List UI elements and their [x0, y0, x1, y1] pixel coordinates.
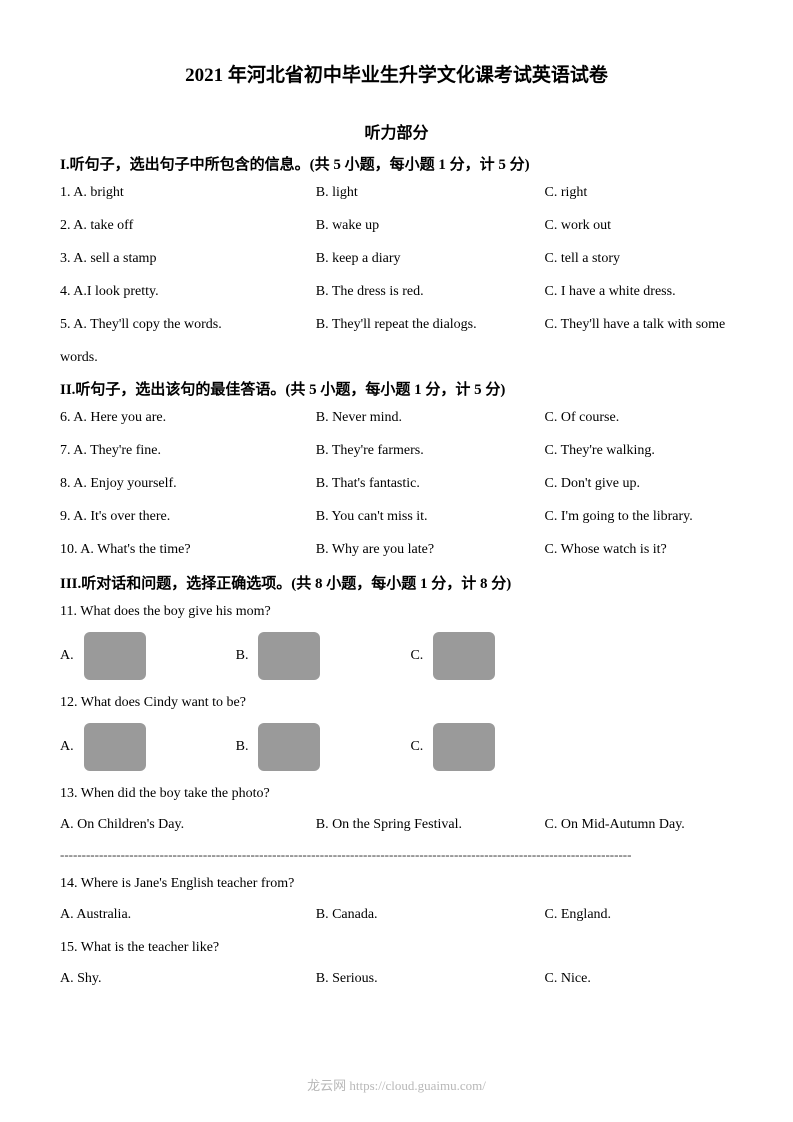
q3-c: C. tell a story	[545, 248, 733, 269]
q5-num: 5.	[60, 317, 71, 332]
q6-c: C. Of course.	[545, 407, 733, 428]
q12-image-a	[84, 723, 146, 771]
q13-c: C. On Mid-Autumn Day.	[545, 814, 733, 835]
page-footer: 龙云网 https://cloud.guaimu.com/	[0, 1075, 793, 1094]
q12-image-options: A. B. C.	[60, 723, 733, 771]
q11-option-c: C.	[410, 632, 495, 680]
q4-num: 4.	[60, 284, 71, 299]
q7-a: A. They're fine.	[73, 443, 161, 458]
section-2-heading: II.听句子，选出该句的最佳答语。(共 5 小题，每小题 1 分，计 5 分)	[60, 378, 733, 399]
q11-letter-c: C.	[410, 648, 423, 664]
q1-b: B. light	[316, 182, 545, 203]
q14-c: C. England.	[545, 904, 733, 925]
q11-option-a: A.	[60, 632, 146, 680]
q11-option-b: B.	[236, 632, 321, 680]
question-15: 15. What is the teacher like?	[60, 937, 733, 958]
q11-image-options: A. B. C.	[60, 632, 733, 680]
q15-a: A. Shy.	[60, 968, 316, 989]
q7-c: C. They're walking.	[545, 440, 733, 461]
q1-num: 1.	[60, 185, 71, 200]
q2-b: B. wake up	[316, 215, 545, 236]
question-1: 1. A. bright B. light C. right	[60, 182, 733, 203]
q11-image-a	[84, 632, 146, 680]
q14-b: B. Canada.	[316, 904, 545, 925]
q7-num: 7.	[60, 443, 71, 458]
q15-b: B. Serious.	[316, 968, 545, 989]
divider-line: ----------------------------------------…	[60, 847, 733, 863]
q8-a: A. Enjoy yourself.	[73, 476, 176, 491]
q13-b: B. On the Spring Festival.	[316, 814, 545, 835]
q11-letter-a: A.	[60, 648, 74, 664]
question-3: 3. A. sell a stamp B. keep a diary C. te…	[60, 248, 733, 269]
question-13: 13. When did the boy take the photo?	[60, 783, 733, 804]
q3-b: B. keep a diary	[316, 248, 545, 269]
q3-a: A. sell a stamp	[73, 251, 156, 266]
question-4: 4. A.I look pretty. B. The dress is red.…	[60, 281, 733, 302]
question-11: 11. What does the boy give his mom?	[60, 601, 733, 622]
q9-num: 9.	[60, 509, 71, 524]
q12-letter-b: B.	[236, 739, 249, 755]
q11-image-b	[258, 632, 320, 680]
q4-a: A.I look pretty.	[73, 284, 158, 299]
q6-a: A. Here you are.	[73, 410, 166, 425]
q12-option-a: A.	[60, 723, 146, 771]
q8-b: B. That's fantastic.	[316, 473, 545, 494]
q4-b: B. The dress is red.	[316, 281, 545, 302]
q10-b: B. Why are you late?	[316, 539, 545, 560]
q5-b: B. They'll repeat the dialogs.	[316, 314, 545, 335]
q13-a: A. On Children's Day.	[60, 814, 316, 835]
q10-num: 10.	[60, 542, 78, 557]
q15-c: C. Nice.	[545, 968, 733, 989]
q2-num: 2.	[60, 218, 71, 233]
q1-a: A. bright	[73, 185, 124, 200]
q10-c: C. Whose watch is it?	[545, 539, 733, 560]
q8-c: C. Don't give up.	[545, 473, 733, 494]
q11-letter-b: B.	[236, 648, 249, 664]
q12-option-c: C.	[410, 723, 495, 771]
q5-continuation: words.	[60, 347, 733, 368]
q12-image-c	[433, 723, 495, 771]
q5-a: A. They'll copy the words.	[73, 317, 221, 332]
section-1-heading: I.听句子，选出句子中所包含的信息。(共 5 小题，每小题 1 分，计 5 分)	[60, 153, 733, 174]
q9-b: B. You can't miss it.	[316, 506, 545, 527]
question-8: 8. A. Enjoy yourself. B. That's fantasti…	[60, 473, 733, 494]
q5-c: C. They'll have a talk with some	[545, 314, 733, 335]
q9-c: C. I'm going to the library.	[545, 506, 733, 527]
listening-section-title: 听力部分	[60, 119, 733, 143]
question-5: 5. A. They'll copy the words. B. They'll…	[60, 314, 733, 335]
question-10: 10. A. What's the time? B. Why are you l…	[60, 539, 733, 560]
question-7: 7. A. They're fine. B. They're farmers. …	[60, 440, 733, 461]
q10-a: A. What's the time?	[80, 542, 190, 557]
q3-num: 3.	[60, 251, 71, 266]
q9-a: A. It's over there.	[73, 509, 170, 524]
q12-letter-c: C.	[410, 739, 423, 755]
question-6: 6. A. Here you are. B. Never mind. C. Of…	[60, 407, 733, 428]
question-9: 9. A. It's over there. B. You can't miss…	[60, 506, 733, 527]
question-12: 12. What does Cindy want to be?	[60, 692, 733, 713]
q6-b: B. Never mind.	[316, 407, 545, 428]
q2-c: C. work out	[545, 215, 733, 236]
q2-a: A. take off	[73, 218, 133, 233]
q4-c: C. I have a white dress.	[545, 281, 733, 302]
question-14-options: A. Australia. B. Canada. C. England.	[60, 904, 733, 925]
question-14: 14. Where is Jane's English teacher from…	[60, 873, 733, 894]
q11-image-c	[433, 632, 495, 680]
question-13-options: A. On Children's Day. B. On the Spring F…	[60, 814, 733, 835]
q12-image-b	[258, 723, 320, 771]
q7-b: B. They're farmers.	[316, 440, 545, 461]
q12-option-b: B.	[236, 723, 321, 771]
section-3-heading: III.听对话和问题，选择正确选项。(共 8 小题，每小题 1 分，计 8 分)	[60, 572, 733, 593]
exam-title: 2021 年河北省初中毕业生升学文化课考试英语试卷	[60, 60, 733, 87]
q6-num: 6.	[60, 410, 71, 425]
question-15-options: A. Shy. B. Serious. C. Nice.	[60, 968, 733, 989]
q8-num: 8.	[60, 476, 71, 491]
q14-a: A. Australia.	[60, 904, 316, 925]
question-2: 2. A. take off B. wake up C. work out	[60, 215, 733, 236]
q1-c: C. right	[545, 182, 733, 203]
q12-letter-a: A.	[60, 739, 74, 755]
